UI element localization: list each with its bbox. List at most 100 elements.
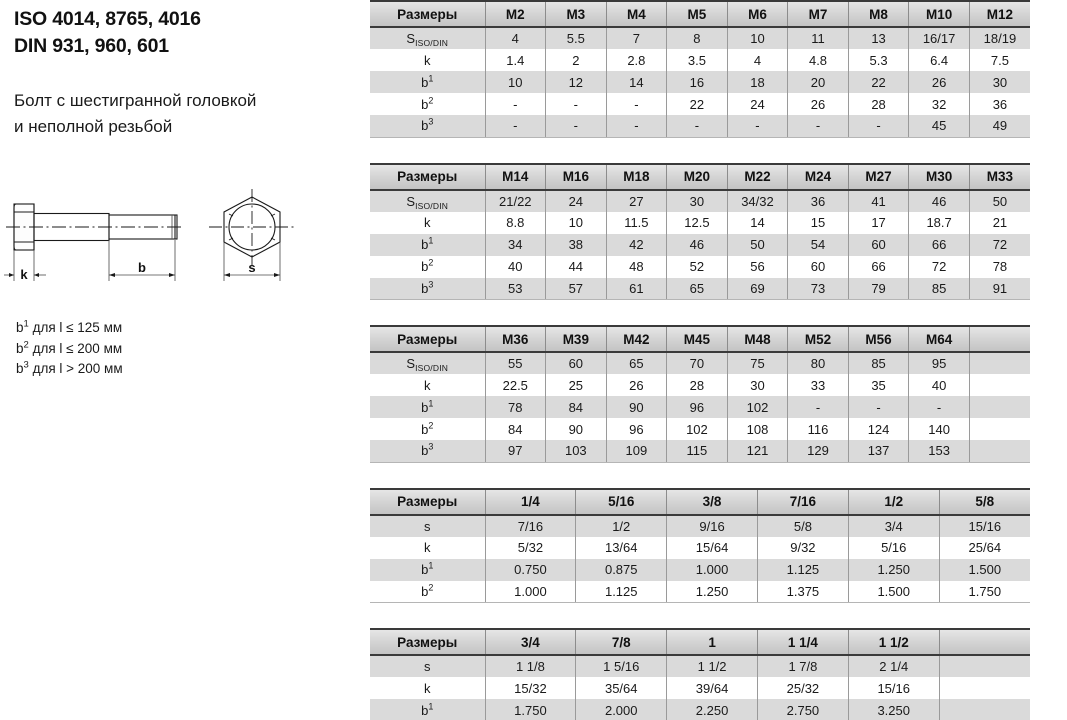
column-header-M39: M39 [545, 325, 607, 353]
table-cell: 60 [545, 352, 607, 374]
table-cell: 140 [908, 418, 970, 440]
table-cell-blank [968, 396, 1030, 418]
table-cell-blank [968, 440, 1030, 463]
table-cell: 30 [968, 71, 1030, 93]
column-header-3-8: 3/8 [666, 487, 758, 516]
table-cell: 60 [787, 255, 849, 278]
table-row: k 8.8 10 11.5 12.5 14 15 17 18.7 21 [370, 211, 1030, 234]
table-cell: 38 [545, 233, 607, 256]
table-cell: 129 [787, 440, 849, 463]
table-cell: - [908, 396, 970, 418]
table-cell: 46 [666, 233, 728, 256]
row-label-s_iso_din: SISO/DIN [370, 352, 485, 374]
table-cell: - [545, 115, 607, 138]
table-cell: 35 [847, 374, 909, 396]
column-header-1-4: 1/4 [484, 487, 576, 516]
table-cell: 78 [968, 255, 1030, 278]
table-row: b1 0.750 0.875 1.000 1.125 1.250 1.500 [370, 558, 1030, 581]
dimension-label-b: b [138, 260, 146, 275]
table-cell: 85 [908, 277, 970, 300]
table-cell: 1.000 [484, 580, 576, 603]
table-cell: 66 [908, 233, 970, 256]
row-label-k: k [370, 374, 485, 396]
table-cell: 95 [908, 352, 970, 374]
table-cell: 15/16 [847, 677, 940, 699]
table-cell: - [605, 115, 667, 138]
table-row: b1 34 38 42 46 50 54 60 66 72 [370, 233, 1030, 256]
table-cell: 72 [908, 255, 970, 278]
spec-table-metric-1: Размеры M2 M3 M4 M5 M6 M7 M8 M10 M12 SISO/DIN 4 5.5 7… [370, 0, 1030, 138]
table-cell: 65 [666, 277, 728, 300]
table-cell: 15/16 [938, 514, 1030, 537]
table-cell: 48 [605, 255, 667, 278]
table-cell: 21/22 [484, 189, 546, 212]
table-cell: 6.4 [908, 49, 970, 71]
row-label-b3: b3 [370, 277, 485, 300]
table-cell: 116 [787, 418, 849, 440]
table-cell: 24 [545, 189, 607, 212]
table-row: b1 78 84 90 96 102- - - [370, 396, 1030, 418]
table-cell: 22 [847, 71, 909, 93]
table-cell: 34 [484, 233, 546, 256]
column-header-blank [968, 325, 1030, 353]
table-cell: 4 [484, 27, 546, 49]
table-cell: 0.750 [484, 558, 576, 581]
column-header-M56: M56 [847, 325, 909, 353]
table-cell: 109 [605, 440, 667, 463]
table-cell: - [787, 115, 849, 138]
table-cell: 53 [484, 277, 546, 300]
table-row: b2- - -22 24 26 28 32 36 [370, 93, 1030, 115]
row-label-b1: b1 [370, 71, 485, 93]
table-cell: 3.5 [666, 49, 728, 71]
table-cell: 40 [484, 255, 546, 278]
table-cell: 18 [726, 71, 788, 93]
table-cell: 61 [605, 277, 667, 300]
table-cell: 44 [545, 255, 607, 278]
row-label-s_plain: s [370, 514, 485, 537]
table-cell: 72 [968, 233, 1030, 256]
column-header-label: Размеры [370, 628, 485, 656]
table-cell-blank [938, 699, 1030, 720]
table-block-imperial-1: Размеры 1/4 5/16 3/8 7/16 1/2 5/8 s 7/16 1/2 9/16 5… [370, 487, 1030, 603]
column-header-label: Размеры [370, 0, 485, 28]
table-cell: 13/64 [575, 536, 667, 559]
table-cell: 121 [726, 440, 788, 463]
table-row: b2 84 90 96 102 108 116 124 140 [370, 418, 1030, 440]
table-cell: 91 [968, 277, 1030, 300]
table-cell: - [787, 396, 849, 418]
left-info-panel: ISO 4014, 8765, 4016 DIN 931, 960, 601 Б… [0, 0, 360, 720]
table-cell-blank [968, 352, 1030, 374]
column-header-M48: M48 [726, 325, 788, 353]
table-cell: 96 [666, 396, 728, 418]
table-cell: 90 [605, 396, 667, 418]
row-label-b2: b2 [370, 93, 485, 115]
column-header-M45: M45 [666, 325, 728, 353]
table-cell: - [847, 396, 909, 418]
table-cell: 66 [847, 255, 909, 278]
table-cell: 85 [847, 352, 909, 374]
column-header-M4: M4 [605, 0, 667, 28]
column-header-M24: M24 [787, 162, 849, 191]
table-cell: 153 [908, 440, 970, 463]
row-label-s_plain: s [370, 655, 485, 677]
table-cell: 73 [787, 277, 849, 300]
table-cell: 45 [908, 115, 970, 138]
table-cell: 8.8 [484, 211, 546, 234]
table-cell: 28 [666, 374, 728, 396]
table-cell: 102 [666, 418, 728, 440]
table-cell: 52 [666, 255, 728, 278]
table-row: k 22.5 25 26 28 30 33 35 40 [370, 374, 1030, 396]
column-header-M33: M33 [968, 162, 1030, 191]
table-row: SISO/DIN 4 5.5 7 8 10 11 13 16/17 18/19 [370, 27, 1030, 49]
table-cell-blank [968, 374, 1030, 396]
row-label-s_iso_din: SISO/DIN [370, 189, 485, 212]
dimension-tables: Размеры M2 M3 M4 M5 M6 M7 M8 M10 M12 SISO/DIN 4 5.5 7… [370, 0, 1030, 720]
table-cell: 1.250 [847, 558, 940, 581]
table-cell: 15/64 [666, 536, 758, 559]
table-cell: 1/2 [575, 514, 667, 537]
row-label-b3: b3 [370, 115, 485, 138]
table-cell: 40 [908, 374, 970, 396]
table-header-row: Размеры M36 M39 M42 M45 M48 M52 M56 M64 [370, 325, 1030, 353]
table-cell: 8 [666, 27, 728, 49]
table-cell: 50 [968, 189, 1030, 212]
